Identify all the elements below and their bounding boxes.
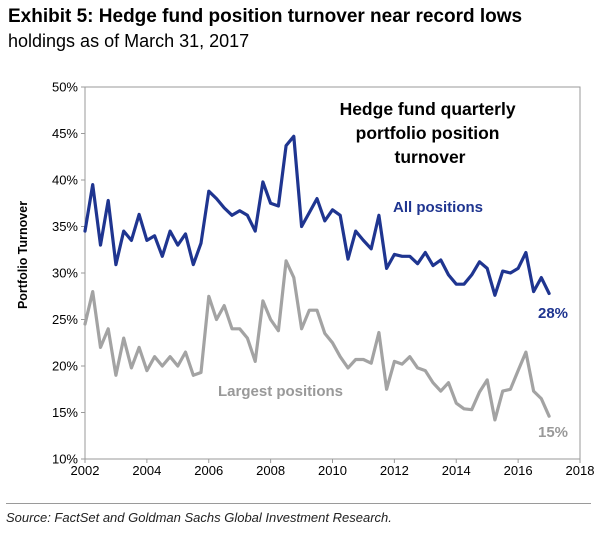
all-positions-end-label: 28% <box>538 305 568 322</box>
largest-positions-label: Largest positions <box>218 383 343 400</box>
y-tick-label: 40% <box>52 173 78 188</box>
x-tick-label: 2006 <box>194 463 223 478</box>
inner-title-line-2: portfolio position <box>356 123 500 143</box>
exhibit-title: Exhibit 5: Hedge fund position turnover … <box>8 6 523 27</box>
y-tick-label: 20% <box>52 359 78 374</box>
x-tick-label: 2014 <box>442 463 471 478</box>
largest-positions-line <box>83 259 551 422</box>
x-tick-label: 2002 <box>71 463 100 478</box>
y-tick-label: 10% <box>52 452 78 467</box>
x-tick-label: 2004 <box>132 463 161 478</box>
x-tick-label: 2010 <box>318 463 347 478</box>
inner-title-line-3: turnover <box>395 147 466 167</box>
x-tick-label: 2012 <box>380 463 409 478</box>
all-positions-label: All positions <box>393 199 483 216</box>
exhibit-subtitle: holdings as of March 31, 2017 <box>8 31 250 51</box>
y-tick-label: 30% <box>52 266 78 281</box>
source-note: Source: FactSet and Goldman Sachs Global… <box>6 510 392 525</box>
series-layer <box>83 134 551 422</box>
x-tick-label: 2008 <box>256 463 285 478</box>
y-tick-label: 35% <box>52 219 78 234</box>
y-tick-label: 15% <box>52 405 78 420</box>
inner-chart-title: Hedge fund quarterly portfolio position … <box>340 99 521 167</box>
turnover-line-chart: 10% 15% 20% 25% 30% 35% 40% 45% 50% 2002 2004 2006… <box>16 80 595 479</box>
y-tick-label: 45% <box>52 126 78 141</box>
inner-title-line-1: Hedge fund quarterly <box>340 99 516 119</box>
y-tick-label: 25% <box>52 312 78 327</box>
y-axis: 10% 15% 20% 25% 30% 35% 40% 45% 50% <box>52 80 85 467</box>
x-tick-label: 2018 <box>566 463 595 478</box>
x-tick-label: 2016 <box>504 463 533 478</box>
x-axis: 2002 2004 2006 2008 2010 2012 2014 2016 2018 <box>71 459 595 478</box>
all-positions-line <box>83 134 551 297</box>
largest-positions-end-label: 15% <box>538 424 568 441</box>
source-divider <box>6 503 591 504</box>
y-axis-label: Portfolio Turnover <box>16 201 30 309</box>
y-tick-label: 50% <box>52 80 78 95</box>
